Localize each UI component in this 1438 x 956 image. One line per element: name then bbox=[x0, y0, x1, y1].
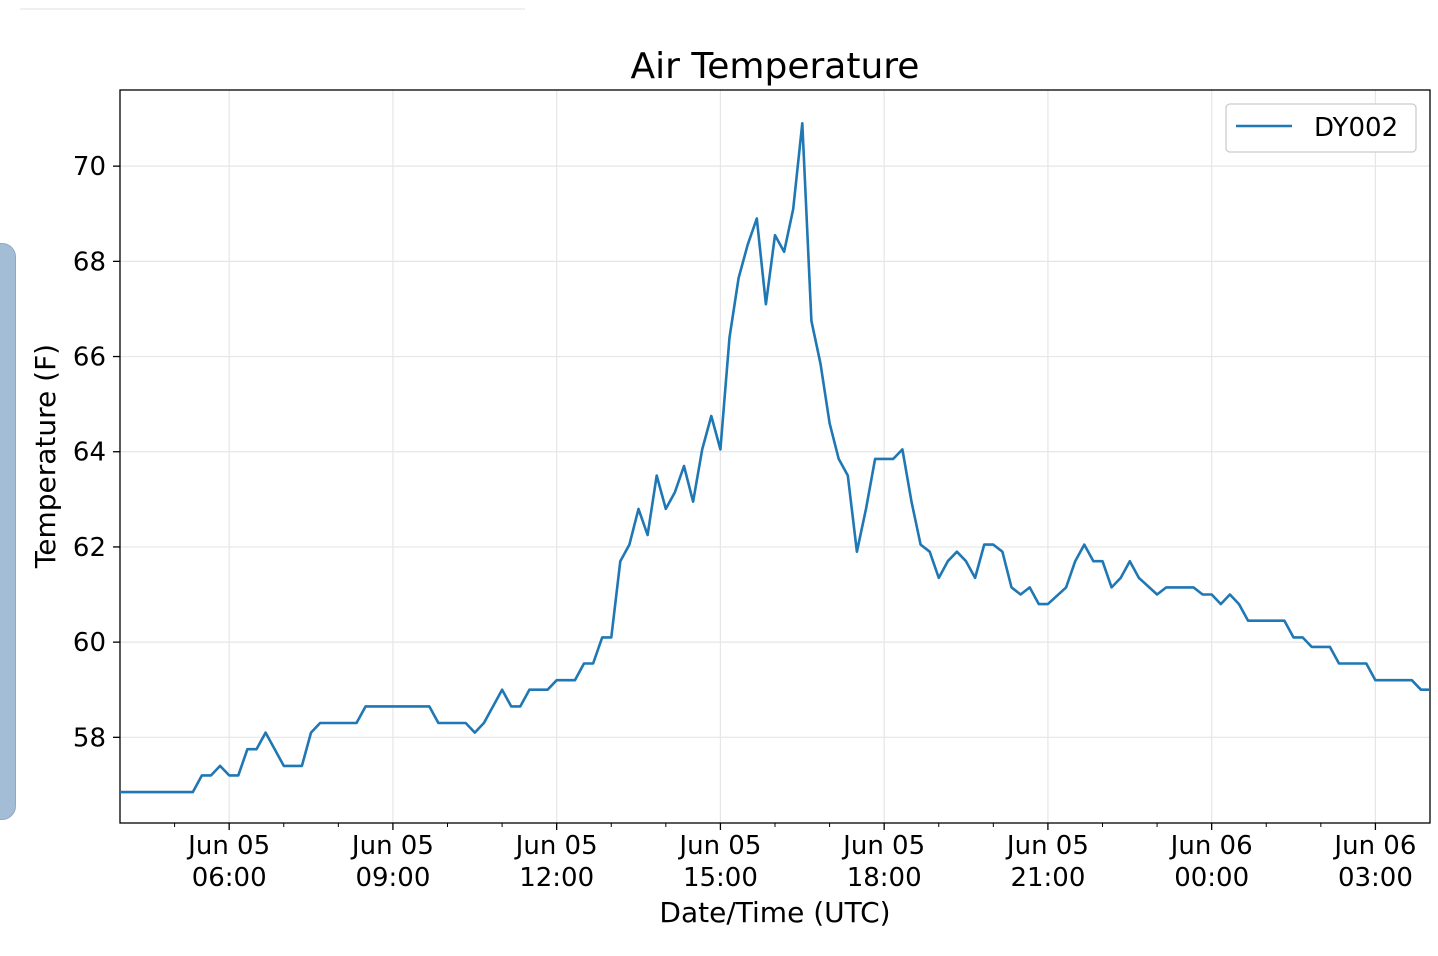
x-tick-label: Jun 05 12:00 bbox=[514, 831, 598, 893]
axis-ticks: 58 60 62 64 66 68 70 Jun 05 06:00 Jun 05 09:00 Jun … bbox=[73, 152, 1417, 893]
y-tick-label: 64 bbox=[73, 438, 106, 468]
x-tick-label: Jun 06 00:00 bbox=[1169, 831, 1253, 893]
x-tick-label: Jun 05 18:00 bbox=[841, 831, 925, 893]
y-tick-label: 60 bbox=[73, 628, 106, 658]
y-tick-label: 68 bbox=[73, 247, 106, 277]
y-axis-label: Temperature (F) bbox=[29, 344, 62, 569]
x-tick-label: Jun 06 03:00 bbox=[1332, 831, 1416, 893]
legend-box bbox=[1225, 103, 1417, 153]
top-divider bbox=[20, 8, 525, 10]
chart-title: Air Temperature bbox=[631, 46, 920, 87]
x-tick-label: Jun 05 15:00 bbox=[677, 831, 761, 893]
x-tick-label: Jun 05 09:00 bbox=[350, 831, 434, 893]
x-tick-label: Jun 05 21:00 bbox=[1005, 831, 1089, 893]
y-tick-label: 58 bbox=[73, 723, 106, 753]
y-tick-label: 62 bbox=[73, 533, 106, 563]
axes-frame bbox=[119, 89, 1431, 824]
x-tick-label: Jun 05 06:00 bbox=[186, 831, 270, 893]
grid-lines bbox=[120, 90, 1430, 823]
series-line-dy002 bbox=[120, 122, 1430, 794]
y-tick-label: 70 bbox=[73, 152, 106, 182]
y-tick-label: 66 bbox=[73, 343, 106, 373]
legend-label: DY002 bbox=[1314, 113, 1398, 143]
legend: DY002 bbox=[1225, 103, 1417, 153]
series-layer bbox=[120, 122, 1430, 794]
x-axis-label: Date/Time (UTC) bbox=[659, 896, 890, 929]
